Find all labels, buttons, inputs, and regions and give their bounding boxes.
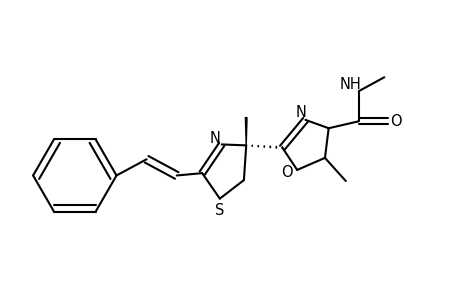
Text: O: O bbox=[389, 114, 401, 129]
Text: O: O bbox=[280, 165, 292, 180]
Text: N: N bbox=[295, 105, 306, 120]
Text: S: S bbox=[215, 203, 224, 218]
Polygon shape bbox=[245, 118, 246, 146]
Text: NH: NH bbox=[339, 77, 360, 92]
Text: N: N bbox=[209, 131, 220, 146]
